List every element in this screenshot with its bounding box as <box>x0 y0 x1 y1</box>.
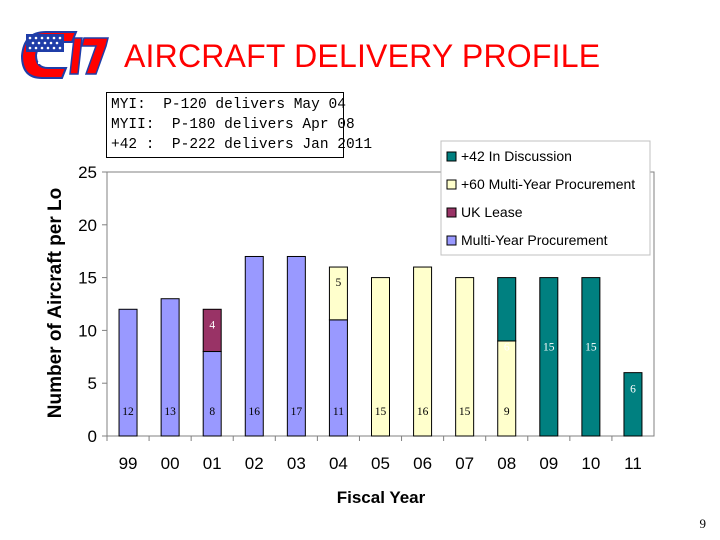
bar-data-label: 4 <box>209 319 215 331</box>
bar-segment <box>539 277 559 437</box>
bar-data-label: 8 <box>209 406 215 418</box>
bar-data-label: 5 <box>336 277 342 289</box>
bar-data-label: 11 <box>333 406 344 418</box>
x-tick-label: 08 <box>497 454 516 473</box>
x-axis-ticks: 99 00 01 02 03 04 05 06 07 08 09 10 11 <box>106 436 642 473</box>
bar-segment <box>118 308 138 437</box>
legend-entry-label: UK Lease <box>461 204 523 220</box>
x-tick-label: 10 <box>581 454 600 473</box>
bar-segment <box>244 255 264 437</box>
legend-entry-label: +42 In Discussion <box>461 148 572 164</box>
bar-data-label: 6 <box>630 384 636 396</box>
x-tick-label: 99 <box>119 454 138 473</box>
bar-segment <box>286 255 306 437</box>
bar-segment <box>202 351 222 437</box>
bar-data-label: 15 <box>375 406 387 418</box>
bar-data-label: 13 <box>164 406 176 418</box>
y-tick-label: 25 <box>78 163 97 182</box>
legend-swatch <box>446 207 457 218</box>
y-axis-label: Number of Aircraft per Lo <box>45 188 66 419</box>
bar-segment <box>497 277 517 342</box>
c17-logo-graphic <box>20 31 109 79</box>
x-tick-label: 01 <box>203 454 222 473</box>
page-number: 9 <box>699 516 707 531</box>
bar-data-label: 6 <box>504 341 510 353</box>
bar-data-label: 15 <box>585 341 597 353</box>
x-axis-label: Fiscal Year <box>337 488 426 507</box>
x-tick-label: 04 <box>329 454 348 473</box>
legend-swatch <box>446 179 457 190</box>
legend-swatch <box>446 151 457 162</box>
legend-box <box>440 140 651 256</box>
note-myi: MYI: P-120 delivers May 04 <box>111 97 346 113</box>
bar-segment <box>455 277 475 437</box>
bar-data-label: 16 <box>249 406 261 418</box>
y-axis-ticks: 0 5 10 15 20 25 <box>78 163 107 446</box>
legend-entry-label: Multi-Year Procurement <box>461 232 608 248</box>
bar-stacks: 12 13 8 4 17 11 5 15 16 15 9 6 15 15 6 16 <box>118 255 643 437</box>
legend-swatch <box>446 235 457 246</box>
x-tick-label: 06 <box>413 454 432 473</box>
bar-segment <box>328 266 348 321</box>
bar-segment <box>202 308 222 353</box>
x-tick-label: 02 <box>245 454 264 473</box>
bar-segment <box>371 277 390 437</box>
bar-data-label: 9 <box>504 406 510 418</box>
bar-segment <box>328 319 348 437</box>
logo-one-shape <box>69 37 83 75</box>
y-tick-label: 20 <box>78 216 97 235</box>
bar-data-label: 15 <box>543 341 555 353</box>
legend-entry-label: +60 Multi-Year Procurement <box>461 176 635 192</box>
bar-data-label: 12 <box>122 406 134 418</box>
y-tick-label: 5 <box>88 374 97 393</box>
bar-data-label: 17 <box>291 406 303 418</box>
bar-segment <box>160 298 180 437</box>
bar-segment <box>623 372 643 437</box>
x-tick-label: 09 <box>539 454 558 473</box>
bar-data-label: 16 <box>417 406 429 418</box>
page-title: AIRCRAFT DELIVERY PROFILE <box>124 38 601 74</box>
c17-logo <box>16 30 110 80</box>
logo-seven-shape <box>81 37 109 75</box>
bar-segment <box>497 340 517 437</box>
x-tick-label: 05 <box>371 454 390 473</box>
bar-segment <box>413 266 433 437</box>
x-tick-label: 07 <box>455 454 474 473</box>
logo-stripes <box>38 56 72 64</box>
legend: +42 In Discussion +60 Multi-Year Procurem… <box>440 140 651 256</box>
logo-stars <box>28 36 62 50</box>
x-tick-label: 00 <box>161 454 180 473</box>
bar-data-label: 15 <box>459 406 471 418</box>
bar-segment <box>581 277 601 437</box>
y-tick-label: 10 <box>78 321 97 340</box>
x-tick-label: 11 <box>624 454 642 473</box>
y-tick-label: 15 <box>78 269 97 288</box>
x-tick-label: 03 <box>287 454 306 473</box>
y-tick-label: 0 <box>88 427 97 446</box>
